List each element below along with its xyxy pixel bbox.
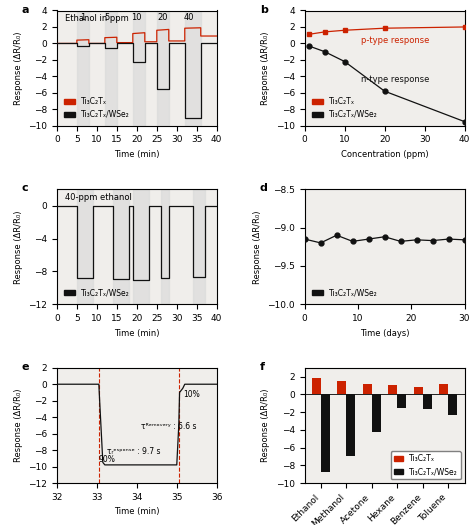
Text: 1: 1 <box>80 13 85 22</box>
X-axis label: Concentration (ppm): Concentration (ppm) <box>341 150 428 159</box>
Text: n-type response: n-type response <box>361 75 429 84</box>
Bar <box>312 378 321 394</box>
Bar <box>161 189 169 304</box>
Text: 90%: 90% <box>99 455 116 465</box>
Y-axis label: Response (ΔR/R₀): Response (ΔR/R₀) <box>261 388 270 462</box>
Bar <box>423 394 432 410</box>
Bar <box>113 189 129 304</box>
Y-axis label: Response (ΔR/R₀): Response (ΔR/R₀) <box>253 210 262 284</box>
X-axis label: Time (min): Time (min) <box>114 150 160 159</box>
Bar <box>337 382 346 394</box>
Text: b: b <box>260 5 268 15</box>
Bar <box>397 394 406 407</box>
Y-axis label: Response (ΔR/R₀): Response (ΔR/R₀) <box>14 210 23 284</box>
Y-axis label: Response (ΔR/R₀): Response (ΔR/R₀) <box>14 32 23 105</box>
Legend: Ti₃C₂Tₓ, Ti₃C₂Tₓ/WSe₂: Ti₃C₂Tₓ, Ti₃C₂Tₓ/WSe₂ <box>61 94 133 122</box>
Bar <box>77 189 93 304</box>
Bar <box>363 384 372 394</box>
Text: 40: 40 <box>183 13 194 22</box>
Bar <box>388 385 397 394</box>
Text: e: e <box>22 362 29 372</box>
X-axis label: Time (min): Time (min) <box>114 329 160 338</box>
Y-axis label: Response (ΔR/R₀): Response (ΔR/R₀) <box>261 32 270 105</box>
X-axis label: Time (days): Time (days) <box>360 329 410 338</box>
Text: p-type response: p-type response <box>361 36 429 45</box>
Bar <box>448 394 457 415</box>
Bar <box>133 189 149 304</box>
Y-axis label: Response (ΔR/R₀): Response (ΔR/R₀) <box>14 388 23 462</box>
Bar <box>133 10 145 126</box>
Legend: Ti₃C₂Tₓ/WSe₂: Ti₃C₂Tₓ/WSe₂ <box>309 286 381 300</box>
Text: 10: 10 <box>132 13 142 22</box>
Bar <box>414 387 423 394</box>
Text: 40-ppm ethanol: 40-ppm ethanol <box>65 193 132 202</box>
Text: 10%: 10% <box>183 390 200 398</box>
Text: τᴿᵉᵐᵒᵛᵉʳʸ : 6.6 s: τᴿᵉᵐᵒᵛᵉʳʸ : 6.6 s <box>141 423 196 432</box>
Text: 5: 5 <box>104 13 109 22</box>
Bar <box>185 10 201 126</box>
Text: Ethanol in ppm: Ethanol in ppm <box>65 14 128 23</box>
Bar <box>346 394 356 456</box>
Text: d: d <box>260 183 268 193</box>
Text: f: f <box>260 362 265 372</box>
Bar <box>77 10 89 126</box>
Bar <box>105 10 117 126</box>
X-axis label: Time (min): Time (min) <box>114 507 160 516</box>
Legend: Ti₃C₂Tₓ, Ti₃C₂Tₓ/WSe₂: Ti₃C₂Tₓ, Ti₃C₂Tₓ/WSe₂ <box>391 452 461 479</box>
Text: a: a <box>22 5 29 15</box>
Bar <box>157 10 169 126</box>
Bar <box>193 189 205 304</box>
Text: c: c <box>22 183 28 193</box>
Bar <box>372 394 381 433</box>
Bar <box>439 384 448 394</box>
Bar <box>321 394 330 472</box>
Legend: Ti₃C₂Tₓ, Ti₃C₂Tₓ/WSe₂: Ti₃C₂Tₓ, Ti₃C₂Tₓ/WSe₂ <box>309 94 381 122</box>
Legend: Ti₃C₂Tₓ/WSe₂: Ti₃C₂Tₓ/WSe₂ <box>61 286 133 300</box>
Text: τᵣᵉˢᵖᵒⁿˢᵉ : 9.7 s: τᵣᵉˢᵖᵒⁿˢᵉ : 9.7 s <box>107 447 160 456</box>
Text: 20: 20 <box>157 13 168 22</box>
